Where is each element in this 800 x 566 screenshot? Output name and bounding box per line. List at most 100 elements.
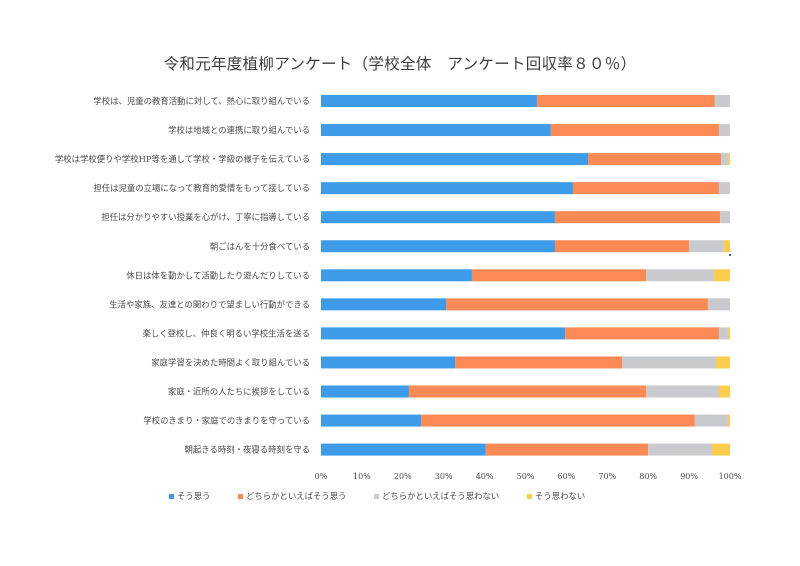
bar-segment-series-3: [718, 385, 730, 398]
bar-row: [321, 269, 730, 282]
bar-segment-series-1: [455, 356, 623, 369]
legend-item-disagree: どちらかといえばそう思わない: [374, 490, 499, 502]
legend-item-strongly-agree: そう思う: [169, 490, 211, 502]
category-label: 生活や家族、友達との関わりで望ましい行動ができる: [109, 299, 310, 309]
bar-row: [321, 211, 730, 224]
category-label: 楽しく登校し、仲良く明るい学校生活を送る: [143, 328, 311, 338]
bar-segment-series-0: [321, 327, 566, 340]
bar-segment-series-1: [565, 327, 719, 340]
category-label: 家庭学習を決めた時間よく取り組んでいる: [151, 357, 310, 367]
x-tick-label: 50%: [517, 472, 535, 481]
bar-segment-series-3: [727, 414, 730, 427]
bar-segment-series-0: [321, 443, 486, 456]
legend: そう思う どちらかといえばそう思う どちらかといえばそう思わない そう思わない: [0, 490, 800, 506]
x-tick-label: 90%: [680, 472, 698, 481]
bar-segment-series-1: [572, 182, 719, 195]
bar-segment-series-1: [554, 211, 721, 224]
legend-swatch-strongly-agree: [169, 493, 174, 499]
bar-segment-series-2: [707, 298, 730, 311]
legend-label-agree: どちらかといえばそう思う: [246, 491, 347, 501]
bar-segment-series-3: [723, 240, 730, 253]
bar-segment-series-1: [446, 298, 708, 311]
bar-row: [321, 298, 730, 311]
bar-segment-series-0: [321, 95, 537, 107]
bar-segment-series-0: [321, 182, 573, 195]
category-label: 朝ごはんを十分食べている: [210, 241, 310, 251]
legend-label-disagree: どちらかといえばそう思わない: [382, 491, 500, 501]
x-tick-label: 80%: [639, 472, 657, 481]
chart-title: 令和元年度植柳アンケート（学校全体 アンケート回収率８０％）: [163, 55, 637, 73]
bar-groups: [321, 95, 731, 456]
bar-row: [321, 356, 730, 369]
x-tick-label: 20%: [394, 472, 412, 481]
category-label: 学校は、児童の教育活動に対して、熱心に取り組んでいる: [93, 96, 310, 106]
bar-segment-series-2: [622, 356, 717, 369]
bar-segment-series-1: [554, 240, 690, 253]
legend-item-strongly-disagree: そう思わない: [527, 490, 585, 502]
bar-segment-series-2: [694, 414, 728, 427]
category-label: 学校のきまり・家庭でのきまりを守っている: [143, 416, 310, 426]
bar-segment-series-0: [321, 124, 551, 137]
bar-segment-series-0: [321, 356, 456, 369]
category-label: 学校は学校便りや学校HP等を通して学校・学級の様子を伝えている: [55, 154, 310, 164]
category-label: 担任は児童の立場になって教育的愛情をもって接している: [93, 183, 310, 193]
bar-segment-series-1: [550, 124, 719, 137]
bar-row: [321, 414, 730, 427]
legend-swatch-disagree: [374, 493, 379, 499]
bar-segment-series-3: [728, 153, 730, 166]
bar-segment-series-0: [321, 298, 447, 311]
x-tick-label: 0%: [315, 472, 328, 481]
legend-swatch-agree: [238, 493, 243, 499]
x-tick-label: 30%: [435, 472, 453, 481]
bar-segment-series-2: [718, 327, 728, 340]
category-labels: 学校は、児童の教育活動に対して、熱心に取り組んでいる学校は地域との連携に取り組ん…: [55, 96, 310, 455]
bar-segment-series-3: [727, 327, 731, 340]
x-tick-label: 40%: [476, 472, 494, 481]
bar-segment-series-0: [321, 153, 589, 166]
x-axis-ticks: 0% 10% 20% 30% 40% 50% 60% 70% 80% 90% 100%: [315, 472, 742, 481]
legend-label-strongly-agree: そう思う: [177, 491, 211, 501]
bar-segment-series-1: [408, 385, 647, 398]
bar-segment-series-0: [321, 414, 422, 427]
bar-segment-series-2: [718, 124, 730, 137]
bar-segment-series-1: [588, 153, 721, 166]
bar-row: [321, 240, 730, 253]
bar-segment-series-1: [485, 443, 649, 456]
x-tick-label: 60%: [558, 472, 576, 481]
bar-row: [321, 124, 730, 137]
bar-segment-series-1: [536, 95, 715, 107]
bar-segment-series-2: [689, 240, 724, 253]
x-tick-label: 70%: [598, 472, 616, 481]
legend-label-strongly-disagree: そう思わない: [535, 491, 586, 501]
bar-row: [321, 443, 730, 456]
bar-segment-series-2: [718, 182, 730, 195]
bar-segment-series-2: [646, 269, 715, 282]
category-label: 担任は分かりやすい授業を心がけ、丁寧に指導している: [101, 212, 310, 222]
bar-segment-series-1: [421, 414, 695, 427]
legend-item-agree: どちらかといえばそう思う: [238, 490, 347, 502]
bar-segment-series-0: [321, 385, 409, 398]
bar-segment-series-3: [716, 356, 730, 369]
bar-segment-series-2: [646, 385, 719, 398]
bar-segment-series-0: [321, 240, 555, 253]
x-tick-label: 10%: [353, 472, 371, 481]
bar-segment-series-1: [471, 269, 647, 282]
bar-row: [321, 95, 730, 107]
bar-segment-series-0: [321, 269, 472, 282]
x-tick-label: 100%: [719, 472, 742, 481]
bar-row: [321, 153, 730, 166]
bar-segment-series-3: [714, 269, 730, 282]
bar-segment-series-0: [321, 211, 555, 224]
bar-segment-series-3: [712, 443, 730, 456]
category-label: 学校は地域との連携に取り組んでいる: [168, 125, 310, 135]
category-label: 朝起きる時刻・夜寝る時刻を守る: [185, 445, 310, 455]
scan-artifact: [729, 254, 731, 256]
legend-swatch-strongly-disagree: [527, 493, 532, 499]
bar-row: [321, 385, 730, 398]
category-label: 休日は体を動かして活動したり遊んだりしている: [126, 270, 310, 280]
bar-row: [321, 182, 730, 195]
bar-segment-series-2: [721, 153, 729, 166]
bar-segment-series-2: [720, 211, 730, 224]
bar-row: [321, 327, 731, 340]
